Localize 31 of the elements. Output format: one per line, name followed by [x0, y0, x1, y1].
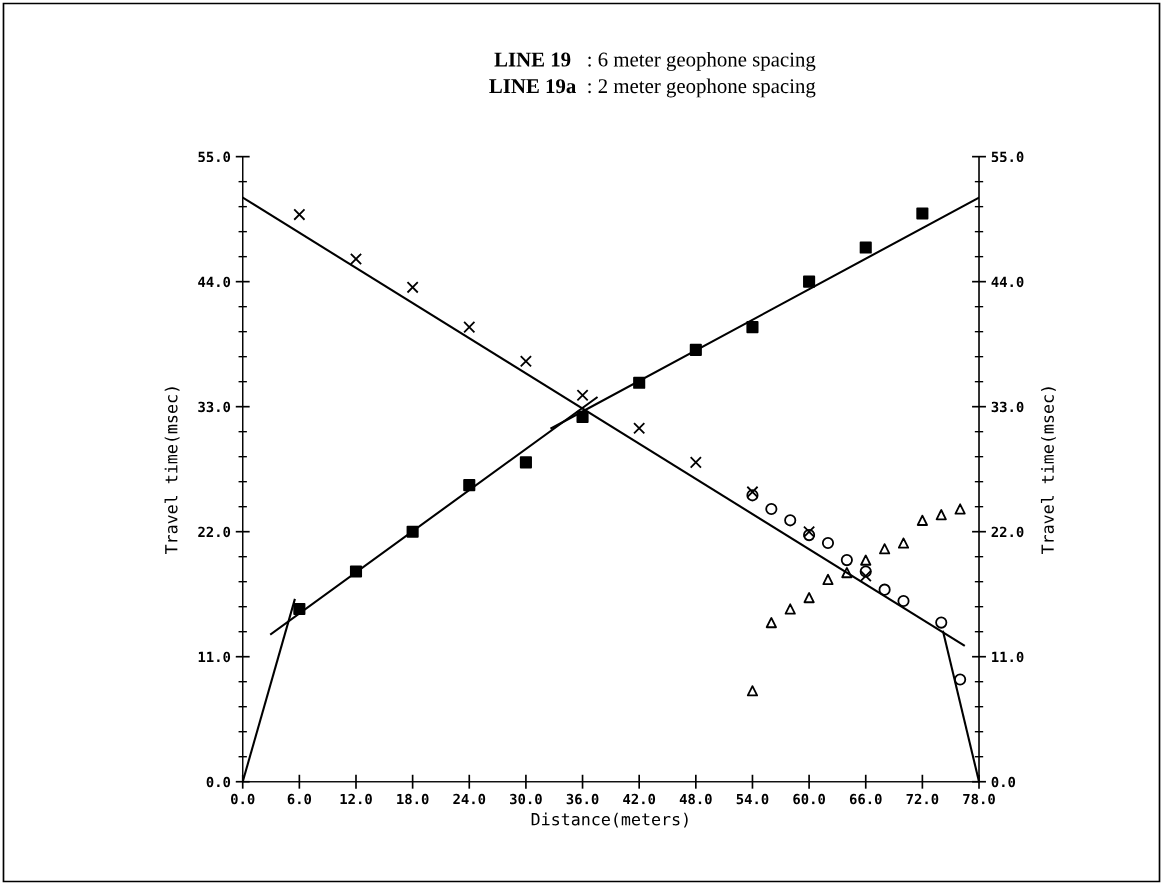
x-tick-label: 42.0	[623, 793, 656, 805]
y2-tick-label: 33.0	[991, 401, 1024, 413]
chart-title: LINE 19 : 6 meter geophone spacing	[494, 51, 816, 71]
chart-subtitle: LINE 19a : 2 meter geophone spacing	[489, 78, 816, 98]
y-axis-title: Travel time(msec)	[164, 387, 180, 555]
x-tick-label: 72.0	[906, 793, 939, 805]
x-tick-label: 0.0	[231, 793, 255, 805]
x-tick-label: 12.0	[340, 793, 372, 805]
y2-tick-label: 0.0	[991, 776, 1016, 788]
y-tick-label: 55.0	[198, 151, 231, 163]
y2-tick-label: 55.0	[991, 151, 1024, 163]
x-tick-label: 36.0	[566, 793, 599, 805]
x-axis-title: Distance(meters)	[531, 812, 688, 828]
x-tick-label: 78.0	[963, 793, 995, 805]
y-tick-label: 22.0	[198, 526, 231, 538]
y-tick-label: 11.0	[198, 651, 231, 663]
x-tick-label: 6.0	[287, 793, 312, 805]
y-tick-label: 44.0	[198, 276, 231, 288]
x-tick-label: 18.0	[397, 793, 429, 805]
x-tick-label: 24.0	[453, 793, 486, 805]
y-tick-label: 33.0	[198, 401, 231, 413]
x-tick-label: 48.0	[679, 793, 712, 805]
x-tick-label: 54.0	[736, 793, 769, 805]
y2-axis-title: Travel time(msec)	[1040, 387, 1056, 555]
y2-tick-label: 22.0	[991, 526, 1024, 538]
x-tick-label: 30.0	[510, 793, 542, 805]
x-tick-label: 60.0	[793, 793, 825, 805]
y2-tick-label: 11.0	[992, 651, 1024, 663]
x-tick-label: 66.0	[849, 793, 882, 805]
y-tick-label: 0.0	[206, 776, 231, 788]
y2-tick-label: 44.0	[991, 276, 1024, 288]
